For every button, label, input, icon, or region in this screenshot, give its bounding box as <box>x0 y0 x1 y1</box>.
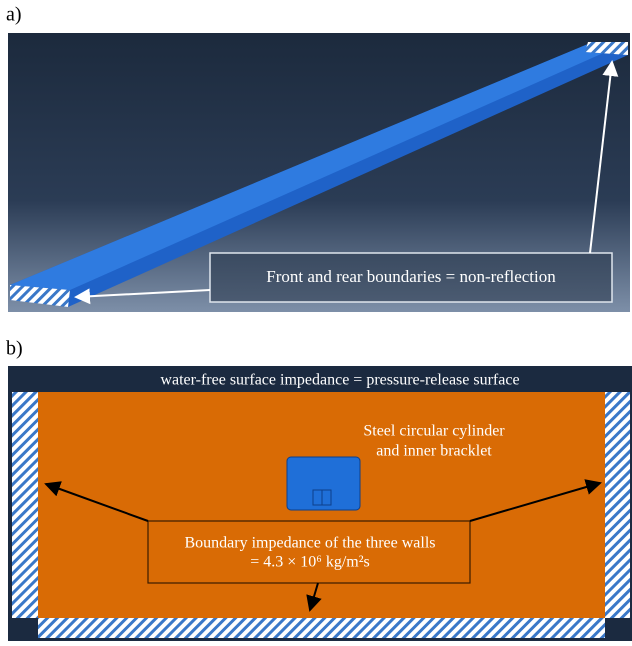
cylinder-text: and inner bracklet <box>376 443 492 460</box>
wall-text: = 4.3 × 10⁶ kg/m²s <box>250 554 370 571</box>
wall-bottom <box>38 618 605 638</box>
wall-text-box <box>147 520 471 584</box>
top-text: water-free surface impedance = pressure-… <box>160 372 519 389</box>
arrow <box>469 479 602 522</box>
boundary-rear <box>585 42 628 55</box>
arrow <box>74 288 211 305</box>
arrow <box>306 582 322 612</box>
panel-label: a) <box>6 4 22 26</box>
annotation-box <box>209 252 613 303</box>
arrow <box>589 60 619 254</box>
wall-left <box>12 392 38 618</box>
annotation-text: Front and rear boundaries = non-reflecti… <box>266 267 556 286</box>
arrow <box>44 481 149 522</box>
wall-right <box>605 392 630 618</box>
cylinder <box>286 456 361 511</box>
boundary-front <box>10 285 70 307</box>
panel-label: b) <box>6 338 23 360</box>
beam-top <box>10 42 628 290</box>
cylinder-text: Steel circular cylinder <box>363 423 505 440</box>
wall-text: Boundary impedance of the three walls <box>184 535 435 552</box>
